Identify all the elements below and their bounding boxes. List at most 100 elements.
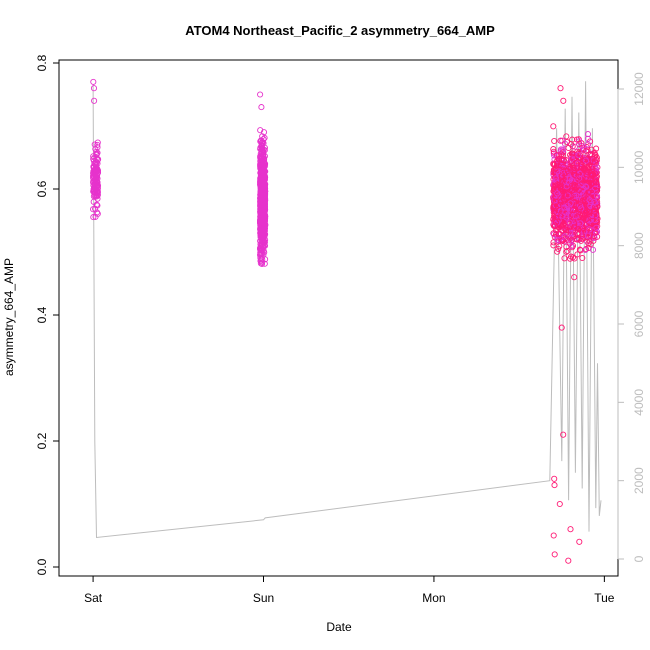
data-point [90, 85, 98, 92]
y2-tick-label: 12000 [632, 72, 646, 106]
data-point [567, 526, 574, 533]
y-axis-left: 0.0 0.2 0.4 0.6 0.8 [35, 54, 60, 575]
plot-area [90, 78, 602, 564]
data-point [592, 177, 599, 184]
data-point [566, 175, 573, 182]
data-point [550, 169, 557, 176]
data-point [94, 160, 101, 167]
data-point [577, 161, 585, 168]
data-point [586, 217, 593, 224]
data-point [579, 179, 586, 187]
y2-tick-label: 6000 [632, 310, 646, 337]
data-point [566, 219, 573, 226]
data-point [563, 226, 570, 233]
data-point [259, 176, 267, 183]
data-point [557, 198, 564, 205]
data-point [550, 148, 557, 155]
data-point [591, 153, 598, 160]
data-point [574, 236, 581, 243]
data-point [257, 210, 264, 217]
data-point [584, 131, 592, 138]
data-point [566, 240, 573, 247]
x-axis-label: Date [326, 620, 352, 634]
data-point [567, 200, 574, 207]
y-tick-label: 0.0 [35, 558, 49, 575]
data-point [90, 78, 97, 85]
data-point [93, 148, 100, 155]
data-point [257, 177, 264, 184]
data-point [570, 219, 577, 226]
data-point [588, 180, 595, 187]
data-point [553, 178, 560, 185]
data-point [552, 222, 559, 229]
data-point [257, 256, 265, 263]
data-point [94, 190, 101, 197]
y2-tick-label: 10000 [632, 150, 646, 184]
data-point [550, 123, 557, 130]
y-tick-label: 0.8 [35, 54, 49, 71]
data-point [551, 551, 558, 558]
data-point [594, 233, 601, 240]
data-point [261, 160, 268, 167]
data-point [258, 180, 265, 187]
data-point [261, 223, 268, 230]
point-cluster [257, 91, 269, 268]
data-point [93, 151, 100, 158]
data-point [563, 243, 570, 250]
data-point [91, 184, 98, 191]
data-point [590, 237, 597, 244]
x-tick-label: Sat [84, 591, 103, 605]
data-point [576, 538, 583, 545]
data-point [576, 186, 583, 194]
data-point [582, 229, 590, 236]
data-point [579, 169, 586, 176]
data-point [558, 156, 565, 163]
data-point [554, 248, 561, 255]
depth-line [92, 81, 602, 539]
data-point [569, 143, 576, 150]
data-point [572, 213, 579, 220]
data-point [257, 219, 264, 226]
data-point [589, 246, 597, 253]
data-point [582, 157, 590, 164]
data-point [261, 260, 268, 267]
data-point [574, 251, 581, 258]
data-point [587, 170, 594, 177]
data-point [550, 532, 557, 539]
data-point [584, 232, 591, 239]
data-point [585, 189, 592, 196]
data-point [570, 206, 577, 214]
data-point [583, 147, 590, 154]
data-point [583, 216, 590, 223]
x-tick-label: Sun [253, 591, 274, 605]
data-point [567, 196, 574, 203]
data-point [573, 192, 580, 199]
data-point [593, 224, 600, 231]
data-point [556, 500, 563, 508]
x-tick-label: Tue [594, 591, 615, 605]
data-point [258, 142, 265, 149]
data-point [551, 482, 558, 489]
data-point [568, 182, 576, 189]
data-point [565, 557, 572, 564]
data-point [557, 85, 564, 92]
data-point [257, 234, 264, 241]
data-point [575, 221, 583, 228]
data-point [561, 255, 568, 262]
data-point [568, 192, 575, 199]
data-point [555, 245, 562, 252]
data-point [562, 184, 569, 192]
data-point [92, 165, 99, 172]
data-point [561, 191, 568, 198]
data-point [588, 188, 595, 195]
data-point [571, 143, 578, 150]
data-point [586, 226, 593, 233]
data-point [258, 259, 265, 266]
data-point [94, 202, 101, 209]
y-tick-label: 0.2 [35, 432, 49, 449]
data-point [555, 230, 562, 237]
data-point [259, 146, 266, 153]
data-point [582, 246, 589, 254]
data-point [577, 202, 584, 209]
data-point [260, 237, 267, 244]
